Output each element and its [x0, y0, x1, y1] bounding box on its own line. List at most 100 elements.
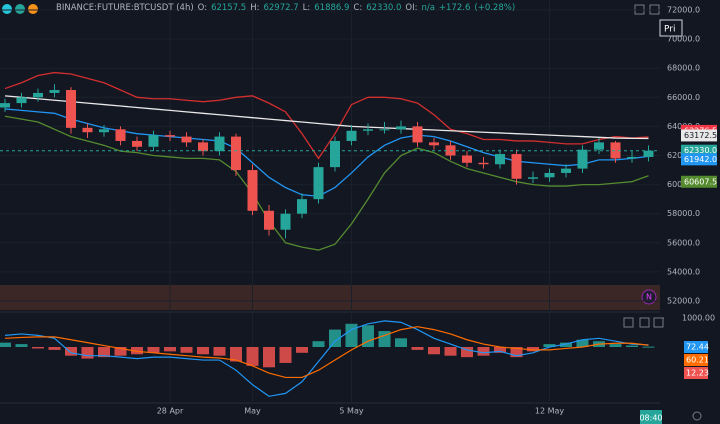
indicator-line [4, 115, 649, 251]
histogram-bar [180, 347, 193, 353]
candle-body [330, 140, 340, 168]
candle-body [247, 170, 258, 211]
histogram-bar [312, 341, 325, 347]
y-tick-label: 58000.0 [667, 209, 700, 218]
badge-label: N [646, 293, 652, 302]
histogram-bar [560, 342, 572, 347]
candle-body [198, 142, 208, 152]
value: n/a [421, 3, 435, 13]
histogram-bar [494, 347, 506, 353]
candle-body [561, 168, 571, 173]
histogram-bar [345, 323, 358, 347]
button[interactable] [653, 317, 664, 328]
value-tag-label: 72.44 [686, 343, 709, 352]
value-tag [684, 367, 708, 379]
icon [15, 4, 25, 14]
value-tag-label: 60.21 [686, 356, 709, 365]
x-tick-label: May [244, 407, 261, 416]
button-label[interactable]: Pri [664, 25, 675, 35]
histogram-bar [246, 347, 259, 366]
price-tag [681, 129, 717, 142]
price-tag-label: 61942.0 [684, 155, 717, 164]
y-tick-label: 68000.0 [667, 64, 700, 73]
histogram-bar [378, 331, 391, 347]
candle-body [297, 199, 307, 214]
label: L: [302, 3, 311, 13]
button[interactable] [659, 19, 683, 37]
histogram-bar [428, 347, 440, 355]
y-tick-label: 54000.0 [667, 267, 700, 276]
candle-body [82, 127, 93, 133]
candle-body [99, 129, 109, 133]
value: 62330.0 [366, 3, 402, 13]
histogram-bar [197, 347, 209, 355]
histogram-bar [213, 347, 226, 356]
candle-body [478, 162, 489, 165]
candle-body [231, 136, 241, 171]
candle-body [577, 149, 588, 169]
candle-body [544, 172, 555, 178]
settings-icon[interactable] [692, 411, 702, 421]
histogram-bar [0, 342, 11, 347]
histogram-bar [609, 344, 622, 347]
histogram-bar [263, 347, 275, 368]
value: 62157.5 [211, 3, 247, 13]
y-tick-label: 72000.0 [667, 6, 700, 15]
btc-icon [28, 4, 38, 14]
y-tick-label: 1000.00 [682, 314, 715, 323]
histogram-bar [444, 347, 457, 356]
value: 61886.9 [314, 3, 350, 13]
histogram-bar [230, 347, 242, 362]
change: +172.6 [438, 3, 471, 13]
candle-body [115, 129, 126, 141]
histogram-bar [296, 347, 308, 353]
value-tag [684, 341, 708, 353]
histogram-bar [395, 338, 407, 347]
icon [2, 4, 12, 14]
histogram-bar [642, 346, 655, 348]
candle-body [49, 90, 60, 93]
label: C: [353, 3, 363, 13]
histogram-bar [510, 347, 523, 358]
time-label: 08:40 [639, 414, 662, 423]
button[interactable] [623, 317, 634, 328]
histogram-bar [48, 347, 61, 350]
candle-body [363, 129, 373, 131]
price-tag-label: 63172.5 [684, 131, 717, 140]
indicator-line [4, 108, 649, 197]
histogram-bar [32, 347, 44, 349]
candle-body [181, 136, 192, 143]
histogram-bar [527, 347, 539, 352]
candle-body [528, 177, 538, 179]
candle-body [0, 103, 10, 108]
candle-body [495, 154, 505, 165]
x-tick-label: 12 May [535, 407, 565, 416]
candle-body [264, 210, 274, 230]
candle-body [16, 97, 27, 104]
candle-body [643, 150, 654, 157]
candle-body [132, 140, 142, 147]
indicator-line [4, 320, 649, 397]
candle-body [313, 167, 324, 200]
value: 62972.7 [263, 3, 299, 13]
price-tag-label: 60607.5 [684, 177, 717, 186]
candle-body [66, 90, 76, 128]
histogram-bar [164, 347, 176, 352]
y-tick-label: 70000.0 [667, 35, 700, 44]
indicator-line [4, 71, 649, 160]
label: OI: [405, 3, 418, 13]
indicator-line [4, 95, 649, 140]
price-tag [681, 175, 717, 188]
histogram-bar [543, 344, 556, 347]
candle-body [280, 213, 291, 230]
histogram-bar [131, 347, 143, 355]
button[interactable] [639, 317, 650, 328]
histogram-bar [626, 345, 638, 347]
indicator-line [4, 326, 649, 379]
x-tick-label: 5 May [339, 407, 363, 416]
histogram-bar [114, 347, 127, 356]
change-pct: (+0.28%) [474, 3, 516, 13]
histogram-bar [15, 344, 28, 347]
